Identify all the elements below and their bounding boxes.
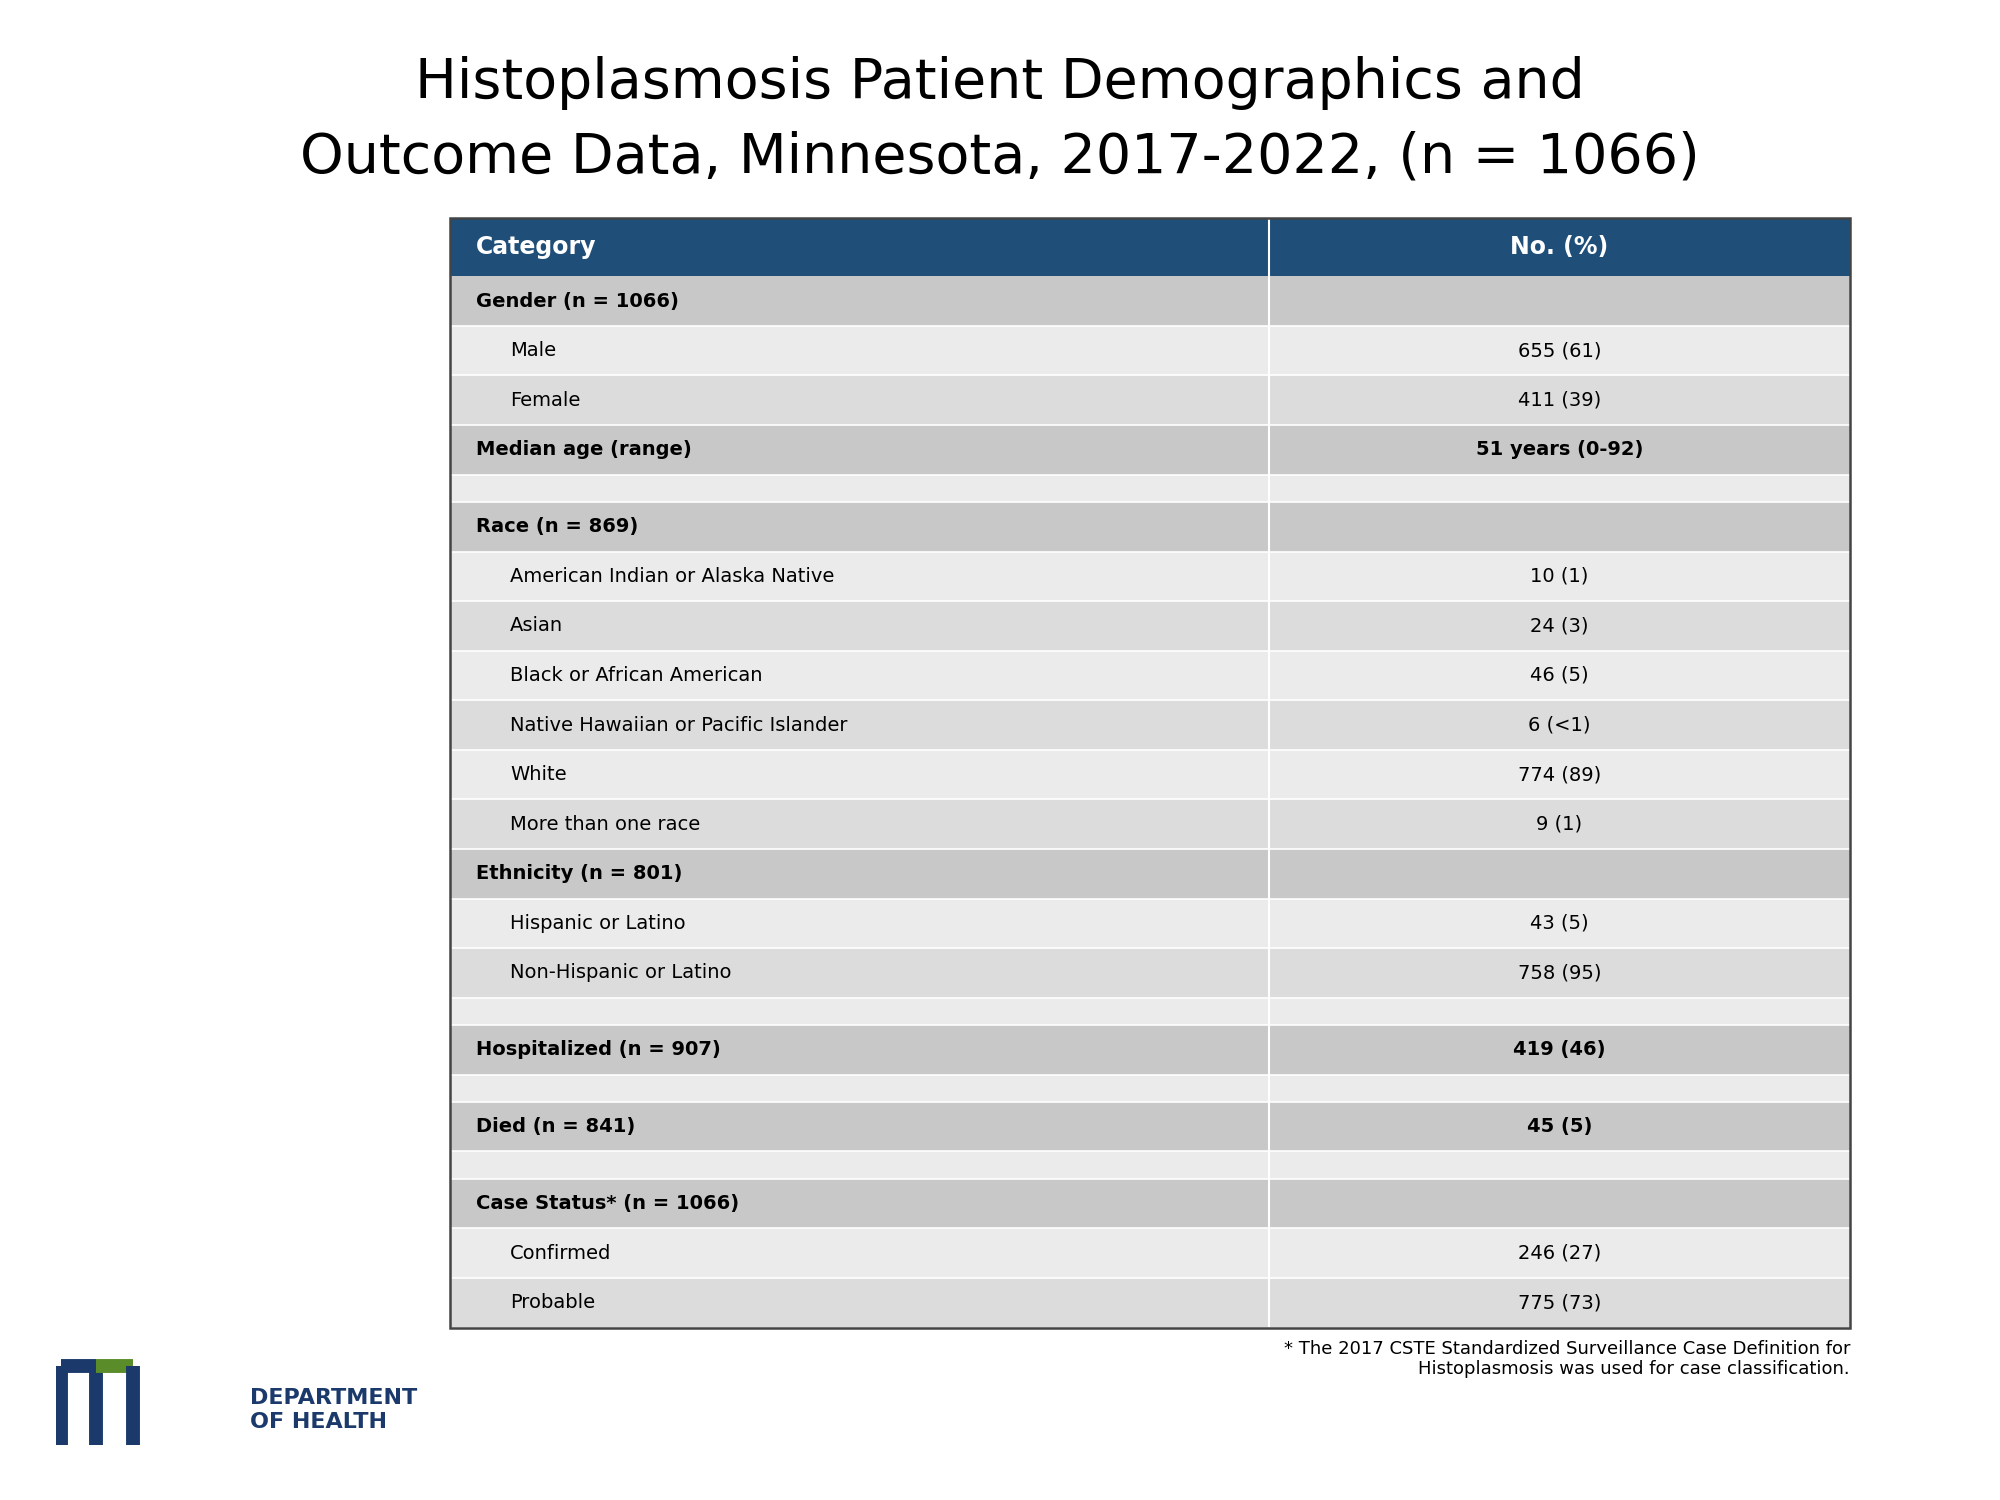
Text: * The 2017 CSTE Standardized Surveillance Case Definition for
Histoplasmosis was: * The 2017 CSTE Standardized Surveillanc… <box>1284 1340 1850 1378</box>
Bar <box>450 217 1850 276</box>
Bar <box>450 1074 1850 1102</box>
Text: Non-Hispanic or Latino: Non-Hispanic or Latino <box>510 963 732 982</box>
Text: 6 (<1): 6 (<1) <box>1528 716 1590 735</box>
Bar <box>450 1024 1850 1074</box>
Text: 51 years (0-92): 51 years (0-92) <box>1476 441 1644 459</box>
Text: Asian: Asian <box>510 616 564 636</box>
Bar <box>450 602 1850 651</box>
Text: 419 (46): 419 (46) <box>1514 1041 1606 1059</box>
Text: 655 (61): 655 (61) <box>1518 340 1602 360</box>
Text: 411 (39): 411 (39) <box>1518 392 1602 410</box>
Bar <box>450 326 1850 375</box>
Text: Confirmed: Confirmed <box>510 1244 612 1263</box>
Bar <box>450 898 1850 948</box>
Text: Died (n = 841): Died (n = 841) <box>476 1118 636 1136</box>
Bar <box>450 948 1850 998</box>
Bar <box>450 217 1850 1328</box>
Bar <box>450 1179 1850 1228</box>
Text: Outcome Data, Minnesota, 2017-2022, (n = 1066): Outcome Data, Minnesota, 2017-2022, (n =… <box>300 130 1700 184</box>
Bar <box>450 1102 1850 1152</box>
Bar <box>450 700 1850 750</box>
Text: Median age (range): Median age (range) <box>476 441 692 459</box>
Text: 246 (27): 246 (27) <box>1518 1244 1602 1263</box>
Bar <box>450 849 1850 898</box>
Text: 24 (3): 24 (3) <box>1530 616 1588 636</box>
Bar <box>450 503 1850 552</box>
Text: Male: Male <box>510 340 556 360</box>
Text: 758 (95): 758 (95) <box>1518 963 1602 982</box>
Bar <box>450 750 1850 800</box>
Text: More than one race: More than one race <box>510 815 700 834</box>
Text: Hospitalized (n = 907): Hospitalized (n = 907) <box>476 1041 720 1059</box>
Bar <box>450 276 1850 326</box>
Bar <box>450 651 1850 700</box>
Text: Hispanic or Latino: Hispanic or Latino <box>510 914 686 933</box>
Bar <box>450 552 1850 602</box>
Text: 10 (1): 10 (1) <box>1530 567 1588 586</box>
Text: Ethnicity (n = 801): Ethnicity (n = 801) <box>476 864 682 883</box>
Text: 775 (73): 775 (73) <box>1518 1293 1602 1312</box>
Text: Race (n = 869): Race (n = 869) <box>476 518 638 536</box>
Bar <box>450 1152 1850 1179</box>
Text: Histoplasmosis Patient Demographics and: Histoplasmosis Patient Demographics and <box>416 56 1584 110</box>
Text: American Indian or Alaska Native: American Indian or Alaska Native <box>510 567 834 586</box>
Text: 46 (5): 46 (5) <box>1530 666 1588 686</box>
Bar <box>450 1228 1850 1278</box>
Text: 774 (89): 774 (89) <box>1518 765 1602 784</box>
Bar <box>450 375 1850 424</box>
Text: 43 (5): 43 (5) <box>1530 914 1588 933</box>
Text: Native Hawaiian or Pacific Islander: Native Hawaiian or Pacific Islander <box>510 716 848 735</box>
Text: 45 (5): 45 (5) <box>1526 1118 1592 1136</box>
Text: 9 (1): 9 (1) <box>1536 815 1582 834</box>
Text: Probable: Probable <box>510 1293 596 1312</box>
Text: Category: Category <box>476 236 596 260</box>
Bar <box>450 474 1850 502</box>
Bar <box>450 998 1850 1024</box>
Text: DEPARTMENT
OF HEALTH: DEPARTMENT OF HEALTH <box>250 1389 418 1431</box>
Text: No. (%): No. (%) <box>1510 236 1608 260</box>
Bar <box>450 1278 1850 1328</box>
Text: Gender (n = 1066): Gender (n = 1066) <box>476 291 678 310</box>
Text: Female: Female <box>510 392 580 410</box>
Text: Case Status* (n = 1066): Case Status* (n = 1066) <box>476 1194 740 1214</box>
Text: Black or African American: Black or African American <box>510 666 762 686</box>
Bar <box>450 424 1850 474</box>
Bar <box>450 800 1850 849</box>
Text: White: White <box>510 765 566 784</box>
